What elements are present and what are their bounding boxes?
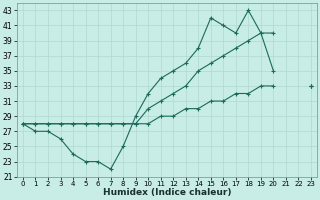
X-axis label: Humidex (Indice chaleur): Humidex (Indice chaleur) xyxy=(103,188,231,197)
